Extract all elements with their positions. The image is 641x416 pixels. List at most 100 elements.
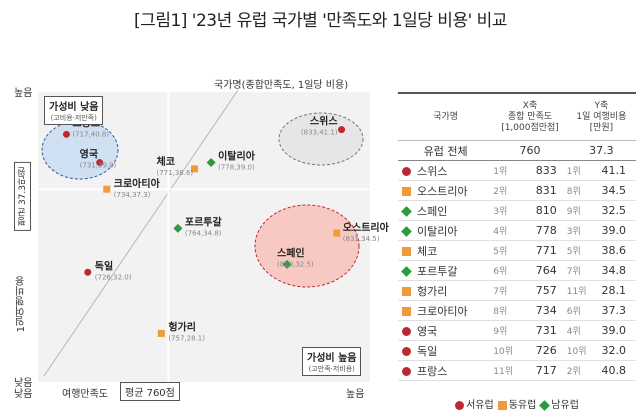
y-rank: 8위 — [566, 180, 589, 201]
country-cell: 헝가리 — [398, 280, 494, 301]
legend-circle-icon — [455, 400, 465, 410]
page-title: [그림1] '23년 유럽 국가별 '만족도와 1일당 비용' 비교 — [134, 11, 507, 31]
y-rank: 4위 — [566, 320, 589, 341]
y-value: 34.8 — [588, 260, 636, 281]
col-x-axis: X축 — [522, 100, 538, 111]
diagonal-line — [43, 89, 239, 377]
x-value: 833 — [515, 160, 567, 181]
y-rank: 2위 — [566, 360, 589, 381]
point-프랑스 — [62, 130, 70, 138]
y-rank: 3위 — [566, 220, 589, 241]
country-name: 크로아티아 — [417, 304, 468, 318]
country-cell: 스페인 — [398, 200, 494, 221]
x-rank: 3위 — [493, 200, 516, 221]
switzerland-highlight — [278, 112, 364, 166]
col-y-unit: [만원] — [589, 122, 614, 133]
y-rank: 1위 — [566, 160, 589, 181]
country-cell: 영국 — [398, 320, 494, 341]
y-value: 28.1 — [588, 280, 636, 301]
country-cell: 이탈리아 — [398, 220, 494, 241]
y-value: 39.0 — [588, 320, 636, 341]
y-rank: 11위 — [566, 280, 589, 301]
y-average-box: 평균 37.3만원 — [14, 162, 31, 231]
point-스위스 — [338, 126, 346, 134]
name-key-label: 국가명(종합만족도, 1일당 비용) — [214, 80, 349, 91]
x-value: 831 — [515, 180, 567, 201]
country-name: 스위스 — [417, 164, 448, 178]
point-label-독일: 독일 — [95, 259, 113, 272]
region-marker-icon — [402, 167, 411, 176]
y-rank: 6위 — [566, 300, 589, 321]
high-value-title: 가성비 높음 — [307, 353, 357, 364]
table-row: 헝가리 7위 757 11위 28.1 — [398, 280, 636, 301]
point-헝가리 — [157, 329, 165, 337]
x-rank: 5위 — [493, 240, 516, 261]
x-rank: 9위 — [493, 320, 516, 341]
col-header-country: 국가명 — [398, 92, 494, 141]
y-rank: 10위 — [566, 340, 589, 361]
region-marker-icon — [402, 287, 411, 296]
region-marker-icon — [402, 187, 411, 196]
point-label-크로아티아: 크로아티아 — [114, 177, 161, 190]
country-cell: 포르투갈 — [398, 260, 494, 281]
x-rank: 6위 — [493, 260, 516, 281]
x-value: 757 — [515, 280, 567, 301]
legend-square-icon — [497, 400, 507, 410]
x-value: 764 — [515, 260, 567, 281]
point-label-스페인: 스페인 — [277, 246, 305, 259]
x-value: 734 — [515, 300, 567, 321]
point-value-이탈리아: (778,39.0) — [218, 164, 255, 172]
table-row: 이탈리아 4위 778 3위 39.0 — [398, 220, 636, 241]
point-label-영국: 영국 — [80, 148, 98, 161]
point-value-스페인: (810,32.5) — [277, 260, 314, 268]
x-rank: 10위 — [493, 340, 516, 361]
y-axis-low-label: 낮음 — [14, 378, 33, 389]
region-marker-icon — [402, 347, 411, 356]
country-cell: 스위스 — [398, 160, 494, 181]
col-y-axis: Y축 — [594, 100, 609, 111]
x-rank: 8위 — [493, 300, 516, 321]
low-value-title: 가성비 낮음 — [49, 102, 99, 113]
country-name: 오스트리아 — [417, 184, 468, 198]
point-value-프랑스: (717,40.8) — [72, 130, 109, 138]
point-label-체코: 체코 — [157, 155, 175, 168]
region-marker-icon — [402, 367, 411, 376]
point-label-헝가리: 헝가리 — [168, 320, 196, 333]
x-value: 726 — [515, 340, 567, 361]
point-value-독일: (726,32.0) — [95, 273, 132, 281]
country-cell: 독일 — [398, 340, 494, 361]
col-x-title: 종합 만족도 — [507, 111, 553, 122]
legend-label: 동유럽 — [508, 400, 537, 411]
col-header-y: Y축 1일 여행비용 [만원] — [566, 92, 636, 141]
table-row: 포르투갈 6위 764 7위 34.8 — [398, 260, 636, 281]
table-row: 스페인 3위 810 9위 32.5 — [398, 200, 636, 221]
y-rank: 7위 — [566, 260, 589, 281]
x-rank: 7위 — [493, 280, 516, 301]
x-value: 778 — [515, 220, 567, 241]
table-row: 영국 9위 731 4위 39.0 — [398, 320, 636, 341]
table-total-row: 유럽 전체 760 37.3 — [398, 140, 636, 161]
region-marker-icon — [401, 226, 412, 237]
y-value: 32.5 — [588, 200, 636, 221]
x-rank: 11위 — [493, 360, 516, 381]
high-value-subtitle: (고만족·저비용) — [308, 365, 355, 373]
country-name: 영국 — [417, 324, 438, 338]
data-table: 국가명 X축 종합 만족도 [1,000점만점] Y축 1일 여행비용 [만원]… — [398, 92, 636, 381]
legend-label: 남유럽 — [551, 400, 579, 411]
region-marker-icon — [402, 247, 411, 256]
point-오스트리아 — [333, 229, 341, 237]
point-포르투갈 — [173, 223, 183, 233]
total-x-value: 760 — [493, 140, 567, 161]
region-marker-icon — [401, 266, 412, 277]
point-value-포르투갈: (764,34.8) — [185, 229, 222, 237]
x-axis-title: 여행만족도 — [62, 389, 108, 400]
point-영국 — [96, 159, 104, 167]
x-value: 771 — [515, 240, 567, 261]
point-체코 — [191, 165, 199, 173]
y-value: 38.6 — [588, 240, 636, 261]
x-axis-high-label: 높음 — [346, 389, 365, 400]
x-value: 810 — [515, 200, 567, 221]
col-x-unit: [1,000점만점] — [501, 122, 559, 133]
point-이탈리아 — [206, 158, 216, 168]
